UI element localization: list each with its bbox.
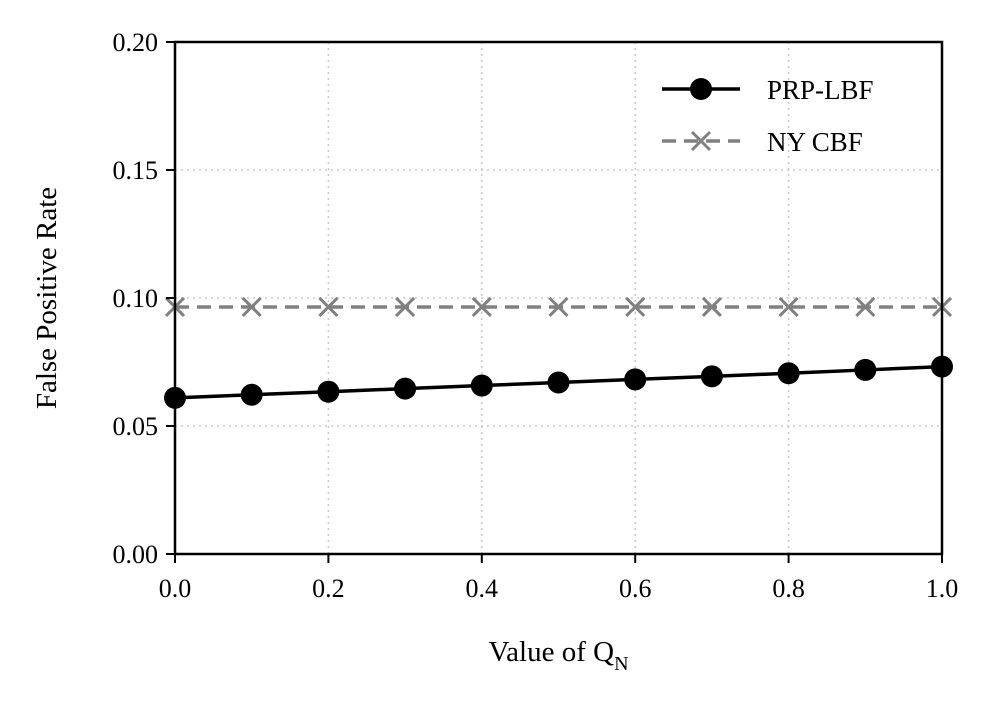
data-point [625,296,646,318]
series-layer [164,296,953,409]
data-point [777,362,800,385]
legend-marker [690,130,712,152]
legend-label: PRP-LBF [767,75,874,105]
grid-lines [175,42,942,554]
data-point [778,296,799,318]
data-point [700,365,723,388]
data-point [854,358,877,381]
series-ny-cbf [164,296,953,318]
legend-label: NY CBF [767,127,863,157]
x-tick-label: 0.6 [619,574,652,603]
x-tick-label: 0.2 [312,574,345,603]
legend-entry: PRP-LBF [662,75,874,105]
x-tick-label: 0.8 [772,574,805,603]
axis-ticks: 0.0 0.2 0.4 0.6 0.8 1.0 0.00 0.05 0.10 0.15 0.20 [113,28,959,603]
y-tick-label: 0.05 [113,412,159,441]
y-tick-label: 0.15 [113,156,159,185]
data-point [318,296,339,318]
legend: PRP-LBF NY CBF [662,75,874,157]
legend-marker [690,78,712,100]
x-axis-label-main: Value of Q [488,636,614,668]
data-point [855,296,876,318]
data-point [241,296,262,318]
x-axis-label: Value of QN [488,636,628,675]
data-point [317,380,340,403]
data-point [395,296,416,318]
data-point [624,368,647,391]
data-point [548,296,569,318]
data-point [471,296,492,318]
y-tick-label: 0.00 [113,540,159,569]
y-tick-label: 0.10 [113,284,159,313]
x-tick-label: 1.0 [926,574,959,603]
data-point [470,374,493,397]
y-axis-label: False Positive Rate [31,187,63,409]
x-tick-label: 0.4 [466,574,499,603]
series-prp-lbf [164,355,953,409]
legend-entry: NY CBF [662,127,863,157]
data-point [240,383,263,406]
x-tick-label: 0.0 [159,574,192,603]
y-tick-label: 0.20 [113,28,159,57]
data-point [547,371,570,394]
x-axis-label-subscript: N [614,653,628,675]
data-point [394,377,417,400]
data-point [701,296,722,318]
